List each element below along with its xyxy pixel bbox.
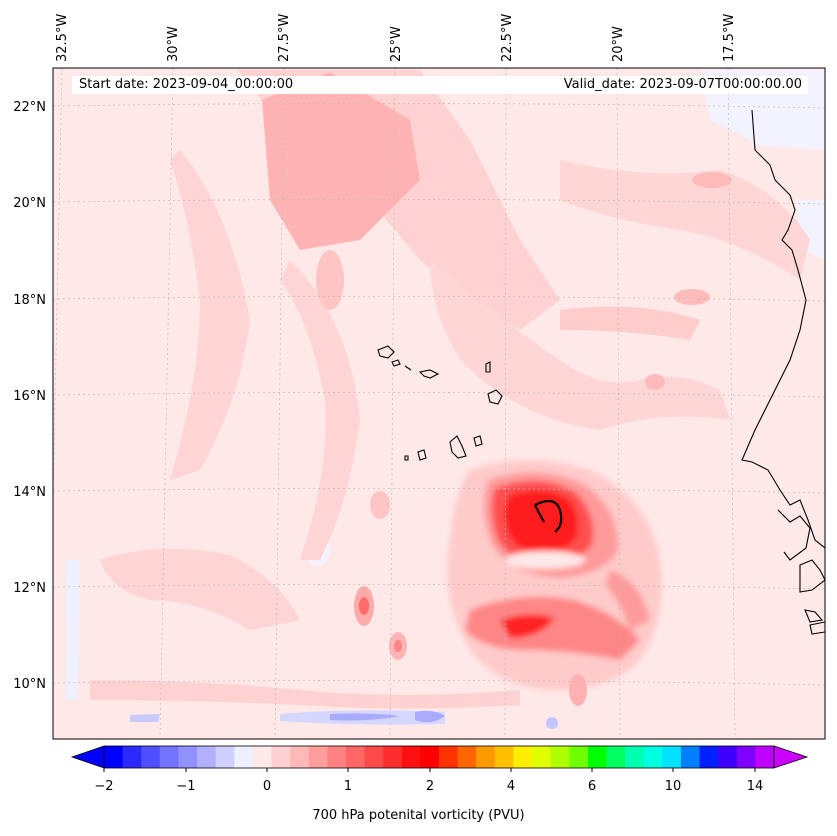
colorbar-cell <box>736 746 756 768</box>
longitude-axis: 32.5°W 30°W 27.5°W 25°W 22.5°W 20°W 17.5… <box>55 14 737 62</box>
coastlines <box>377 109 825 635</box>
colorbar-cell <box>197 746 217 768</box>
colorbar-cell <box>234 746 254 768</box>
colorbar-cell <box>680 746 700 768</box>
colorbar-cell <box>662 746 682 768</box>
colorbar-tick-label: −2 <box>94 779 113 794</box>
colorbar-tick-label: 10 <box>665 779 682 794</box>
graticule <box>53 68 825 739</box>
pv-small-features <box>316 172 732 706</box>
colorbar-tick-label: 6 <box>588 779 596 794</box>
colorbar-tick-label: 4 <box>507 779 515 794</box>
lon-label: 22.5°W <box>500 14 515 62</box>
lat-label: 16°N <box>13 389 46 404</box>
colorbar-cell <box>532 746 552 768</box>
lon-label: 27.5°W <box>277 14 292 62</box>
colorbar-cell <box>457 746 477 768</box>
colorbar-cell <box>104 746 124 768</box>
colorbar-cell <box>215 746 235 768</box>
start-date-label: Start date: 2023-09-04_00:00:00 <box>72 76 534 94</box>
pv-negative-areas <box>66 70 825 729</box>
colorbar-cell <box>699 746 719 768</box>
colorbar-min-extend <box>70 745 105 769</box>
colorbar-cell <box>625 746 645 768</box>
pv-band <box>90 70 810 709</box>
colorbar-cell <box>718 746 738 768</box>
colorbar-cell <box>290 746 310 768</box>
colorbar-frame <box>103 745 775 769</box>
colorbar-cell <box>755 746 775 768</box>
colorbar-cell <box>364 746 384 768</box>
lat-label: 10°N <box>13 677 46 692</box>
colorbar-tick-label: −1 <box>176 779 195 794</box>
colorbar-cell <box>420 746 440 768</box>
colorbar-cell <box>513 746 533 768</box>
lat-label: 12°N <box>13 581 46 596</box>
colorbar-cell <box>439 746 459 768</box>
colorbar-tick-label: 1 <box>344 779 352 794</box>
colorbar-title: 700 hPa potenital vorticity (PVU) <box>312 808 525 823</box>
colorbar-ticks: −2 −1 0 1 2 4 6 10 14 <box>94 768 763 794</box>
colorbar-cell <box>122 746 142 768</box>
colorbar-cell <box>141 746 161 768</box>
colorbar-cell <box>401 746 421 768</box>
map-panel <box>53 68 825 739</box>
lon-label: 20°W <box>611 26 626 62</box>
lon-label: 25°W <box>389 26 404 62</box>
colorbar-cell <box>476 746 496 768</box>
colorbar-cell <box>383 746 403 768</box>
map-frame <box>52 67 826 740</box>
colorbar-cell <box>178 746 198 768</box>
colorbar-cell <box>327 746 347 768</box>
colorbar-cell <box>494 746 514 768</box>
lat-label: 22°N <box>13 100 46 115</box>
lat-label: 14°N <box>13 485 46 500</box>
colorbar-tick-label: 2 <box>426 779 434 794</box>
lon-label: 30°W <box>166 26 181 62</box>
colorbar-max-extend <box>773 745 809 769</box>
colorbar-cell <box>569 746 589 768</box>
latitude-axis: 22°N 20°N 18°N 16°N 14°N 12°N 10°N <box>13 100 46 692</box>
lat-label: 20°N <box>13 196 46 211</box>
colorbar-cell <box>345 746 365 768</box>
colorbar-cell <box>159 746 179 768</box>
lon-label: 17.5°W <box>722 14 737 62</box>
lat-label: 18°N <box>13 293 46 308</box>
colorbar-cell <box>550 746 570 768</box>
colorbar-cell <box>587 746 607 768</box>
valid-date-label: Valid_date: 2023-09-07T00:00:00.00 <box>534 76 808 94</box>
colorbar-cell <box>308 746 328 768</box>
colorbar-cell <box>271 746 291 768</box>
lon-label: 32.5°W <box>55 14 70 62</box>
colorbar-tick-label: 14 <box>747 779 764 794</box>
colorbar-cell <box>252 746 272 768</box>
colorbar-cell <box>606 746 626 768</box>
colorbar-tick-label: 0 <box>263 779 271 794</box>
colorbar: −2 −1 0 1 2 4 6 10 14 <box>70 745 809 794</box>
colorbar-cell <box>643 746 663 768</box>
pv-cyclone-core <box>447 460 662 690</box>
